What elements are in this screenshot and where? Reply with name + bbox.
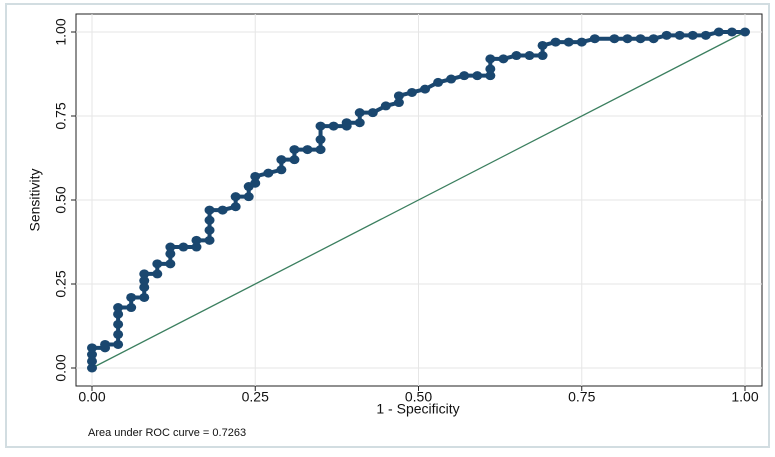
curve-marker	[243, 192, 254, 202]
curve-marker	[87, 350, 97, 360]
y-tick-label: 0.00	[53, 354, 69, 381]
curve-marker	[713, 27, 724, 37]
curve-marker	[87, 356, 97, 366]
curve-marker	[648, 34, 659, 44]
note: Area under ROC curve = 0.7263	[88, 427, 246, 439]
y-axis-title: Sensitivity	[27, 168, 43, 231]
curve-marker	[537, 51, 548, 61]
curve-marker	[191, 235, 202, 245]
curve-marker	[87, 343, 97, 353]
y-tick-label: 0.75	[53, 102, 69, 129]
curve-marker	[380, 101, 391, 111]
curve-marker	[472, 71, 483, 81]
curve-marker	[139, 292, 150, 302]
curve-marker	[276, 165, 287, 175]
curve-marker	[113, 303, 124, 313]
curve-marker	[263, 168, 274, 178]
curve-marker	[126, 303, 137, 313]
curve-marker	[485, 54, 496, 64]
curve-marker	[87, 363, 97, 373]
curve-marker	[113, 309, 124, 319]
x-tick-label: 0.25	[242, 389, 269, 405]
curve-marker	[576, 37, 587, 47]
curve-marker	[485, 71, 496, 81]
curve-marker	[661, 30, 672, 40]
curve-marker	[635, 34, 646, 44]
curve-marker	[740, 27, 750, 37]
curve-marker	[276, 155, 287, 165]
curve-marker	[204, 215, 215, 225]
x-tick-label: 0.75	[568, 389, 595, 405]
curve-marker	[152, 259, 163, 269]
curve-marker	[178, 242, 189, 252]
curve-marker	[393, 98, 404, 108]
curve-marker	[687, 30, 698, 40]
curve-marker	[524, 51, 535, 61]
curve-marker	[302, 145, 313, 155]
y-tick-label: 1.00	[53, 18, 69, 45]
curve-marker	[126, 292, 137, 302]
curve-marker	[700, 30, 711, 40]
curve-marker	[139, 282, 150, 292]
curve-marker	[315, 121, 326, 131]
curve-marker	[674, 30, 685, 40]
curve-marker	[511, 51, 522, 61]
curve-marker	[315, 135, 326, 145]
curve-marker	[165, 259, 176, 269]
curve-marker	[367, 108, 378, 118]
curve-marker	[420, 84, 431, 94]
curve-marker	[563, 37, 574, 47]
curve-marker	[354, 118, 365, 128]
roc-curve	[87, 27, 750, 373]
curve-marker	[289, 155, 300, 165]
curve-marker	[113, 319, 124, 329]
curve-marker	[485, 64, 496, 74]
y-tick-label: 0.50	[53, 186, 69, 213]
reference-line	[91, 31, 746, 369]
curve-marker	[139, 269, 150, 279]
curve-marker	[406, 87, 417, 97]
curve-marker	[393, 91, 404, 101]
curve-marker	[204, 235, 215, 245]
x-tick-label: 0.50	[405, 389, 432, 405]
curve-marker	[217, 205, 228, 215]
curve-marker	[113, 329, 124, 339]
curve-marker	[550, 37, 561, 47]
curve-marker	[204, 205, 215, 215]
curve-marker	[204, 225, 215, 235]
curve-marker	[250, 171, 261, 181]
curve-marker	[726, 27, 737, 37]
curve-marker	[100, 339, 111, 349]
x-axis-title: 1 - Specificity	[376, 401, 459, 417]
curve-marker	[250, 178, 261, 188]
curve-marker	[609, 34, 620, 44]
curve-marker	[537, 40, 548, 50]
curve-marker	[230, 202, 241, 212]
curve-marker	[341, 118, 352, 128]
curve-marker	[191, 242, 202, 252]
curve-marker	[433, 77, 444, 87]
x-tick-label: 0.00	[78, 389, 105, 405]
curve-marker	[113, 339, 124, 349]
curve-marker	[498, 54, 509, 64]
curve-marker	[230, 192, 241, 202]
y-tick-label: 0.25	[53, 270, 69, 297]
curve-marker	[152, 269, 163, 279]
curve-marker	[289, 145, 300, 155]
curve-marker	[165, 242, 176, 252]
curve-marker	[315, 145, 326, 155]
curve-marker	[589, 34, 600, 44]
curve-marker	[446, 74, 457, 84]
curve-marker	[165, 249, 176, 259]
curve-marker	[354, 108, 365, 118]
curve-marker	[328, 121, 339, 131]
curve-marker	[139, 276, 150, 286]
curve-marker	[459, 71, 470, 81]
curve-marker	[622, 34, 633, 44]
x-tick-label: 1.00	[731, 389, 758, 405]
